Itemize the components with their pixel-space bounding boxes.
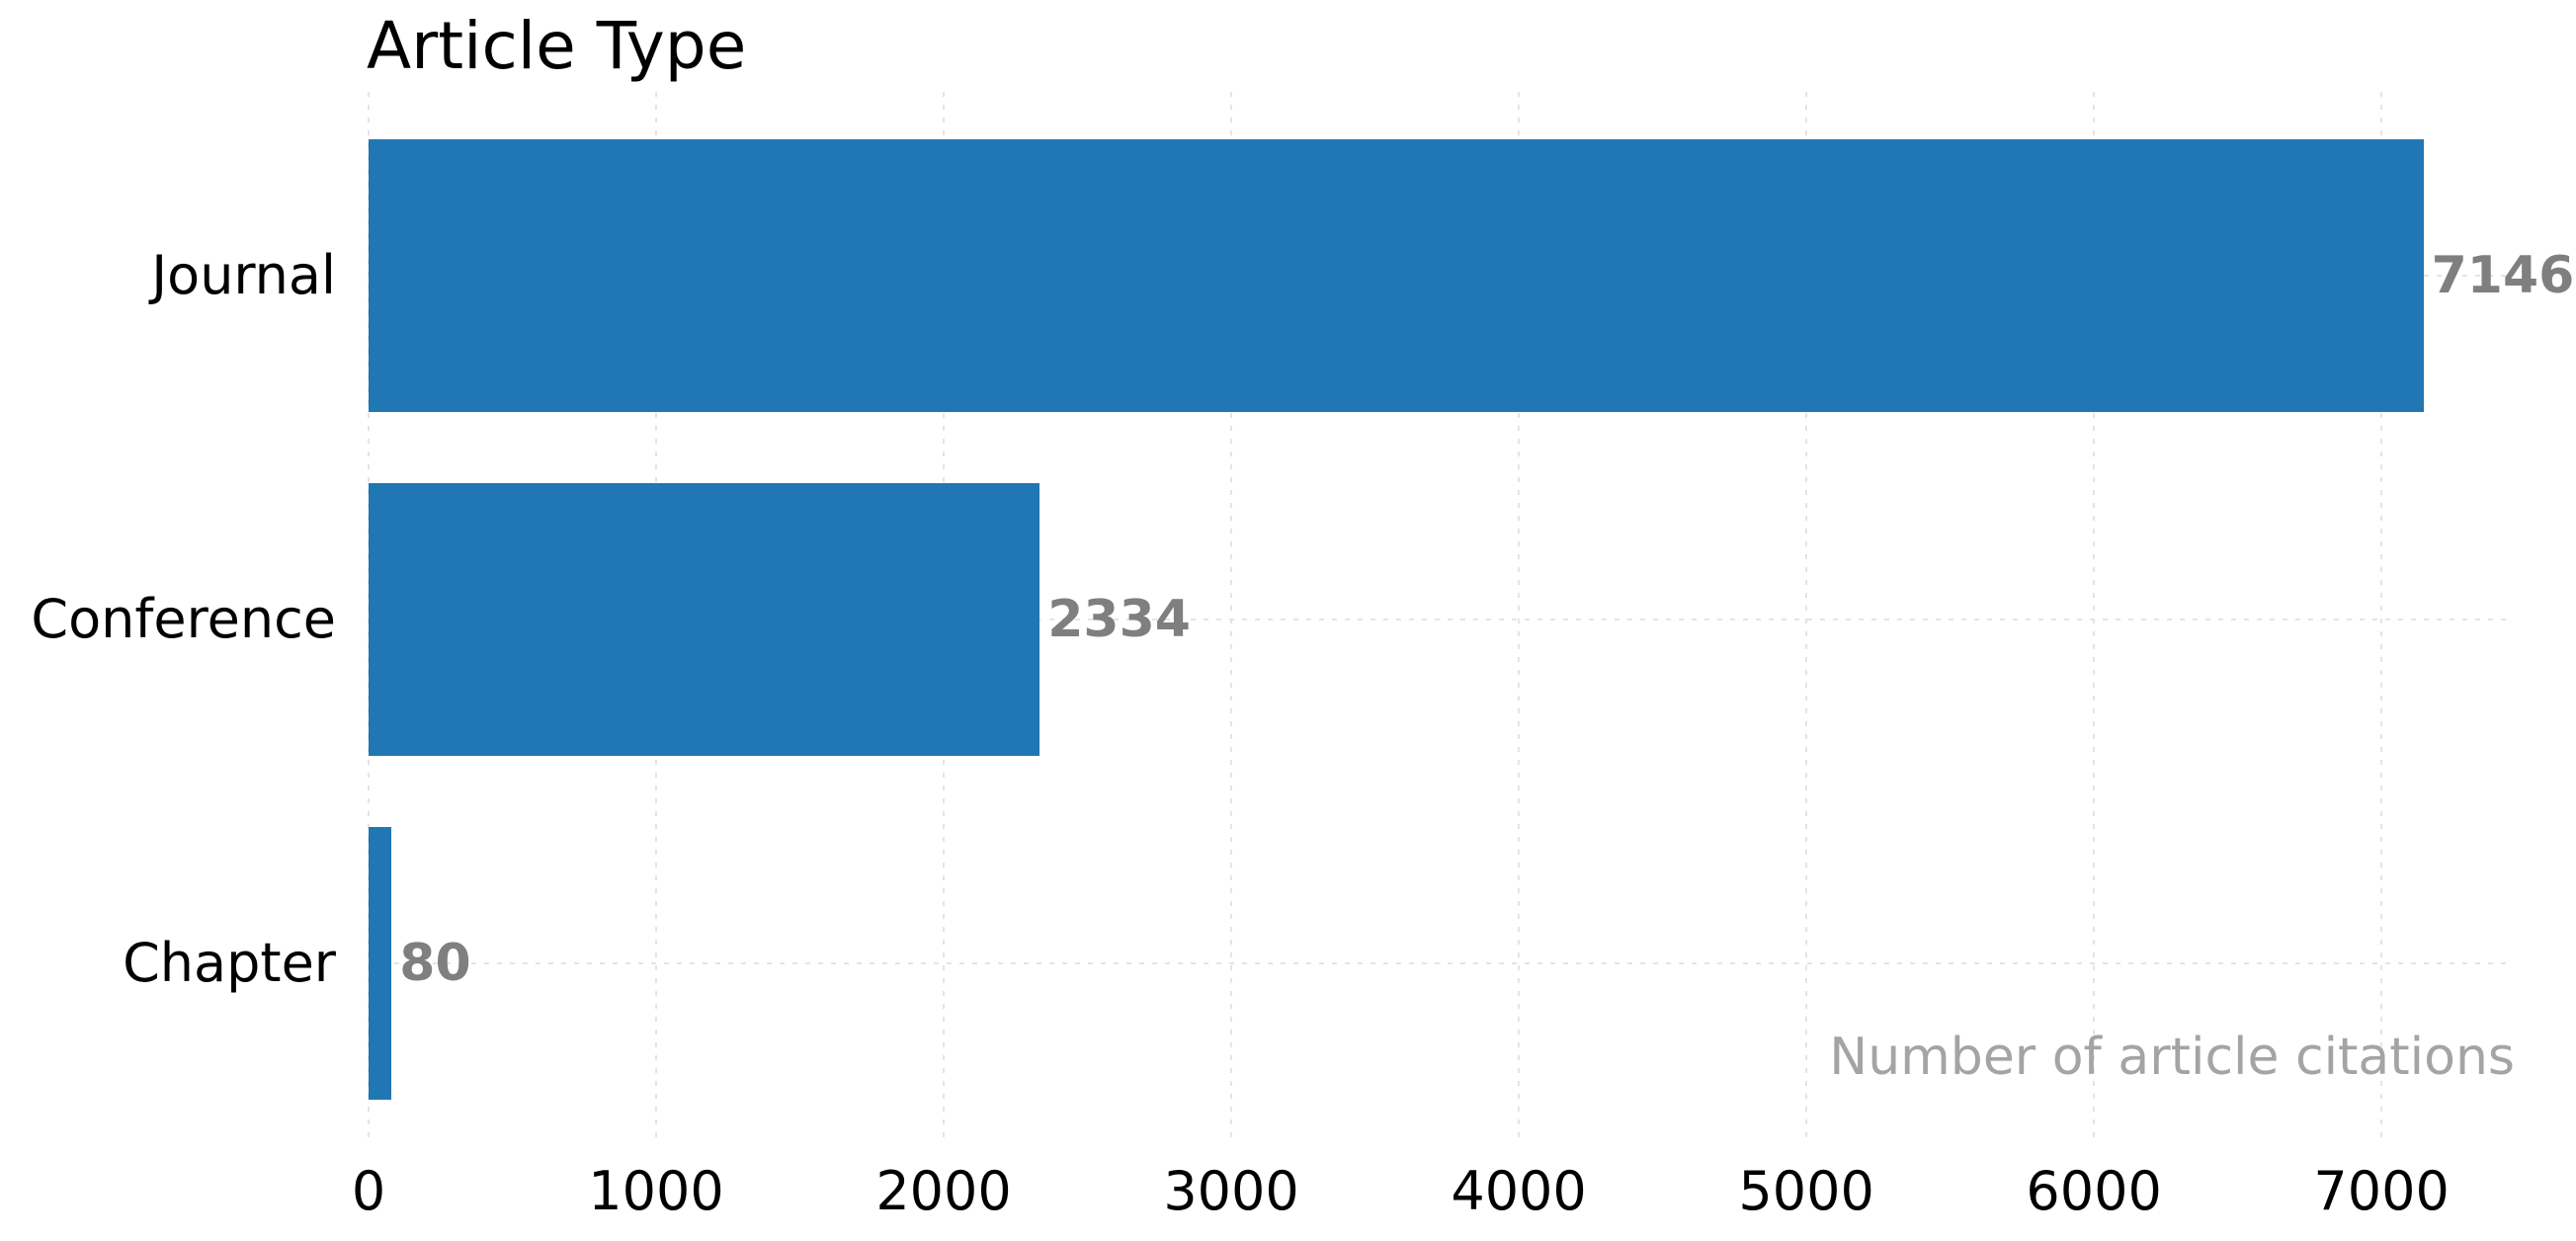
grid-line-vertical — [2093, 92, 2096, 1144]
chart-title: Article Type — [367, 8, 747, 84]
bar-journal — [369, 139, 2424, 412]
x-tick-label: 0 — [351, 1160, 386, 1222]
x-tick-label: 7000 — [2313, 1160, 2450, 1222]
x-axis-annotation: Number of article citations — [1829, 1028, 2515, 1087]
grid-line-horizontal — [369, 962, 2514, 964]
x-tick-label: 5000 — [1738, 1160, 1874, 1222]
x-tick-label: 2000 — [875, 1160, 1012, 1222]
bar-value-label: 2334 — [1047, 590, 1191, 649]
category-label-conference: Conference — [31, 588, 336, 650]
x-tick-label: 1000 — [588, 1160, 724, 1222]
x-tick-label: 4000 — [1451, 1160, 1587, 1222]
grid-line-vertical — [2380, 92, 2383, 1144]
x-tick-label: 6000 — [2026, 1160, 2162, 1222]
grid-line-vertical — [1805, 92, 1808, 1144]
grid-line-horizontal — [369, 619, 2514, 620]
plot-area — [368, 92, 2514, 1144]
bar-chapter — [369, 827, 392, 1100]
bar-conference — [369, 483, 1040, 756]
category-label-journal: Journal — [151, 244, 336, 306]
category-label-chapter: Chapter — [123, 932, 336, 994]
grid-line-vertical — [1230, 92, 1233, 1144]
bar-value-label: 80 — [399, 934, 471, 993]
grid-line-vertical — [1518, 92, 1521, 1144]
x-tick-label: 3000 — [1163, 1160, 1299, 1222]
bar-value-label: 7146 — [2431, 246, 2575, 305]
